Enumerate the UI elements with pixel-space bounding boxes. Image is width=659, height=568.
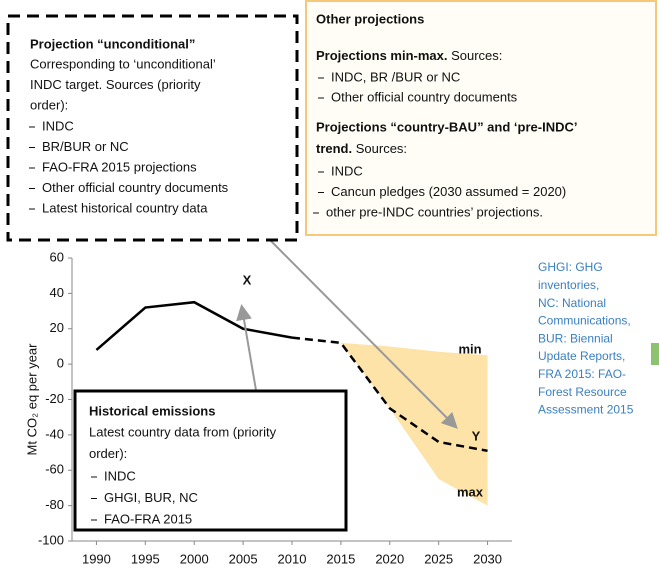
y-tick-label: -40 (45, 426, 64, 441)
x-tick-label: 2005 (229, 551, 258, 566)
y-tick-label: 20 (50, 320, 64, 335)
y-tick-label: 0 (57, 356, 64, 371)
side-note: GHGI: GHG (538, 260, 603, 274)
box-historical (73, 389, 348, 532)
side-note: inventories, (538, 278, 599, 292)
box-text: Projection “unconditional” (30, 36, 195, 51)
x-tick-label: 2020 (375, 551, 404, 566)
box-text: Projections “country-BAU” and ‘pre-INDC’ (316, 119, 577, 134)
box-text: Latest country data from (priority (89, 424, 277, 439)
bold-text: trend. (316, 141, 352, 156)
box-text: FAO-FRA 2015 (104, 511, 192, 526)
box-text: INDC (331, 163, 363, 178)
band-label: min (458, 341, 481, 356)
x-tick-label: 2000 (180, 551, 209, 566)
band-label: max (457, 484, 484, 499)
side-note: Update Reports, (538, 349, 625, 363)
x-tick-label: 2015 (326, 551, 355, 566)
y-tick-label: 60 (50, 249, 64, 264)
y-tick-label: -100 (38, 532, 64, 547)
box-text: Other official country documents (331, 89, 518, 104)
box-text: Other projections (316, 11, 424, 26)
x-tick-label: 1990 (82, 551, 111, 566)
side-note: Forest Resource (538, 385, 627, 399)
arrow (236, 304, 259, 403)
box-text: INDC (104, 468, 136, 483)
x-tick-label: 2010 (278, 551, 307, 566)
text: Sources: (352, 141, 407, 156)
chart: -100 -80 -60 -40 -20 0 20 40 60 1990 1995 2000 2005 2… (24, 249, 512, 566)
x-tick-label: 2025 (424, 551, 453, 566)
box-text: INDC target. Sources (priority (30, 77, 201, 92)
side-note: Communications, (538, 314, 631, 328)
box-text: INDC, BR /BUR or NC (331, 69, 460, 84)
text: Sources: (447, 48, 502, 63)
arrow (269, 239, 458, 429)
box-text: Corresponding to ‘unconditional’ (30, 56, 216, 71)
box-text: order): (30, 97, 68, 112)
y-tick-label: 40 (50, 285, 64, 300)
box-text: Cancun pledges (2030 assumed = 2020) (331, 184, 566, 199)
box-text: Projections min-max. Sources: (316, 48, 502, 63)
line-series (95, 300, 293, 351)
texts: Projection “unconditional” Corresponding … (29, 11, 634, 526)
y-tick-label: -80 (45, 497, 64, 512)
box-unconditional (6, 14, 299, 242)
box-text: Historical emissions (89, 403, 215, 418)
annotation: X (243, 272, 252, 287)
side-note: BUR: Biennial (538, 331, 613, 345)
y-tick-label: -60 (45, 462, 64, 477)
box-text: Latest historical country data (42, 200, 208, 215)
annotation: Y (472, 428, 481, 443)
box-other (305, 0, 657, 236)
box-text: trend. Sources: (316, 141, 407, 156)
side-tab (651, 343, 659, 365)
x-tick-label: 1995 (131, 551, 160, 566)
box-text: FAO-FRA 2015 projections (42, 159, 197, 174)
side-note: Assessment 2015 (538, 403, 634, 417)
box-text: other pre-INDC countries’ projections. (326, 204, 543, 219)
bold-text: Projections min-max. (316, 48, 447, 63)
line-series (291, 336, 488, 453)
side-note: FRA 2015: FAO- (538, 367, 626, 381)
x-tick-label: 2030 (473, 551, 502, 566)
box-text: order): (89, 446, 127, 461)
box-text: INDC (42, 118, 74, 133)
box-text: Other official country documents (42, 180, 229, 195)
y-axis-title: Mt CO₂ eq per year (24, 343, 39, 456)
side-note: NC: National (538, 296, 606, 310)
box-text: GHGI, BUR, NC (104, 490, 198, 505)
box-text: BR/BUR or NC (42, 139, 129, 154)
y-tick-label: -20 (45, 391, 64, 406)
